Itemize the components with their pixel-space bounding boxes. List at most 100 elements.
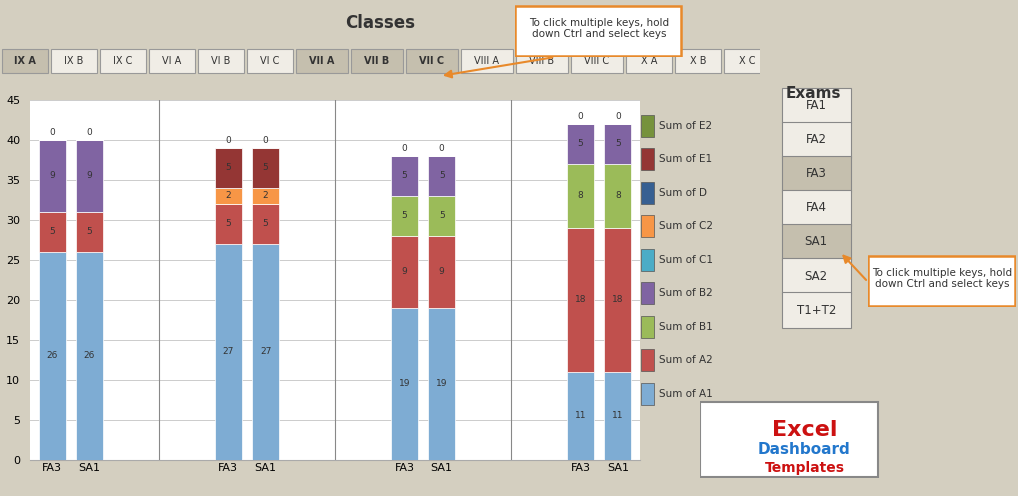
Text: 5: 5 [225,164,231,173]
Bar [252,204,279,244]
FancyBboxPatch shape [782,88,851,124]
Text: 0: 0 [225,136,231,145]
Bar [215,244,242,460]
Text: 0: 0 [49,128,55,137]
Text: FA2: FA2 [806,133,827,146]
Text: X B: X B [690,56,706,66]
Bar [100,49,146,73]
Text: 5: 5 [401,211,407,221]
Text: 27: 27 [260,348,272,357]
Bar [724,49,770,73]
FancyBboxPatch shape [782,190,851,226]
Text: 9: 9 [439,267,445,276]
Bar [391,308,418,460]
Text: 5: 5 [49,228,55,237]
Text: SA2: SA2 [804,269,828,283]
Text: Templates: Templates [765,461,844,475]
Bar [252,148,279,188]
Bar [429,156,455,196]
Bar [215,188,242,204]
Text: Sum of C1: Sum of C1 [659,255,713,265]
Bar [39,212,66,252]
Text: IX B: IX B [64,56,83,66]
Bar [351,49,403,73]
Bar [641,215,654,237]
Bar [571,49,623,73]
Bar [641,349,654,371]
Bar [641,115,654,137]
Text: 26: 26 [83,352,96,361]
Bar [605,372,631,460]
Text: 0: 0 [615,112,621,121]
Bar [39,252,66,460]
Text: FA3: FA3 [806,167,827,180]
Text: 11: 11 [575,412,586,421]
FancyBboxPatch shape [782,122,851,158]
Bar [51,49,97,73]
Bar [391,156,418,196]
Text: Sum of C2: Sum of C2 [659,221,713,231]
Text: VI C: VI C [261,56,280,66]
Text: T1+T2: T1+T2 [796,304,836,316]
Text: To click multiple keys, hold
down Ctrl and select keys: To click multiple keys, hold down Ctrl a… [872,268,1012,289]
Bar [149,49,195,73]
Bar [516,49,568,73]
FancyBboxPatch shape [782,224,851,260]
Text: X C: X C [739,56,755,66]
Text: 2: 2 [225,191,231,200]
Bar [197,49,244,73]
Bar [429,308,455,460]
Bar [461,49,513,73]
Bar [252,244,279,460]
Text: X A: X A [640,56,658,66]
Text: 0: 0 [401,144,407,153]
Bar [215,148,242,188]
Text: Exams: Exams [785,86,841,101]
Bar [429,236,455,308]
Text: 5: 5 [439,211,445,221]
Text: Sum of E1: Sum of E1 [659,154,712,164]
Bar [429,196,455,236]
Text: 0: 0 [439,144,445,153]
Bar [391,236,418,308]
Text: 0: 0 [577,112,583,121]
Bar [252,188,279,204]
Text: 0: 0 [263,136,269,145]
Text: 5: 5 [401,172,407,181]
Text: 5: 5 [577,139,583,148]
Bar [567,228,595,372]
Text: 9: 9 [401,267,407,276]
FancyBboxPatch shape [782,258,851,294]
Text: FA1: FA1 [806,99,827,112]
Bar [641,383,654,405]
Text: 9: 9 [87,172,93,181]
Text: VI B: VI B [212,56,231,66]
FancyBboxPatch shape [515,6,681,57]
Text: FA4: FA4 [806,201,827,214]
Text: Sum of E2: Sum of E2 [659,121,712,131]
Text: 8: 8 [577,191,583,200]
Text: 5: 5 [263,164,269,173]
Text: 5: 5 [87,228,93,237]
Bar [675,49,721,73]
Bar [247,49,293,73]
Text: 9: 9 [49,172,55,181]
FancyBboxPatch shape [782,292,851,328]
Text: 27: 27 [223,348,234,357]
Text: VII A: VII A [309,56,335,66]
Bar [567,164,595,228]
Text: VII B: VII B [364,56,390,66]
Text: IX A: IX A [14,56,36,66]
Bar [626,49,672,73]
Bar [39,140,66,212]
FancyBboxPatch shape [782,156,851,191]
Text: IX C: IX C [113,56,132,66]
Text: Dashboard: Dashboard [758,442,851,457]
Text: 8: 8 [615,191,621,200]
Text: 11: 11 [612,412,624,421]
Bar [605,164,631,228]
Bar [567,124,595,164]
FancyBboxPatch shape [700,402,879,477]
Bar [296,49,348,73]
Bar [641,148,654,170]
